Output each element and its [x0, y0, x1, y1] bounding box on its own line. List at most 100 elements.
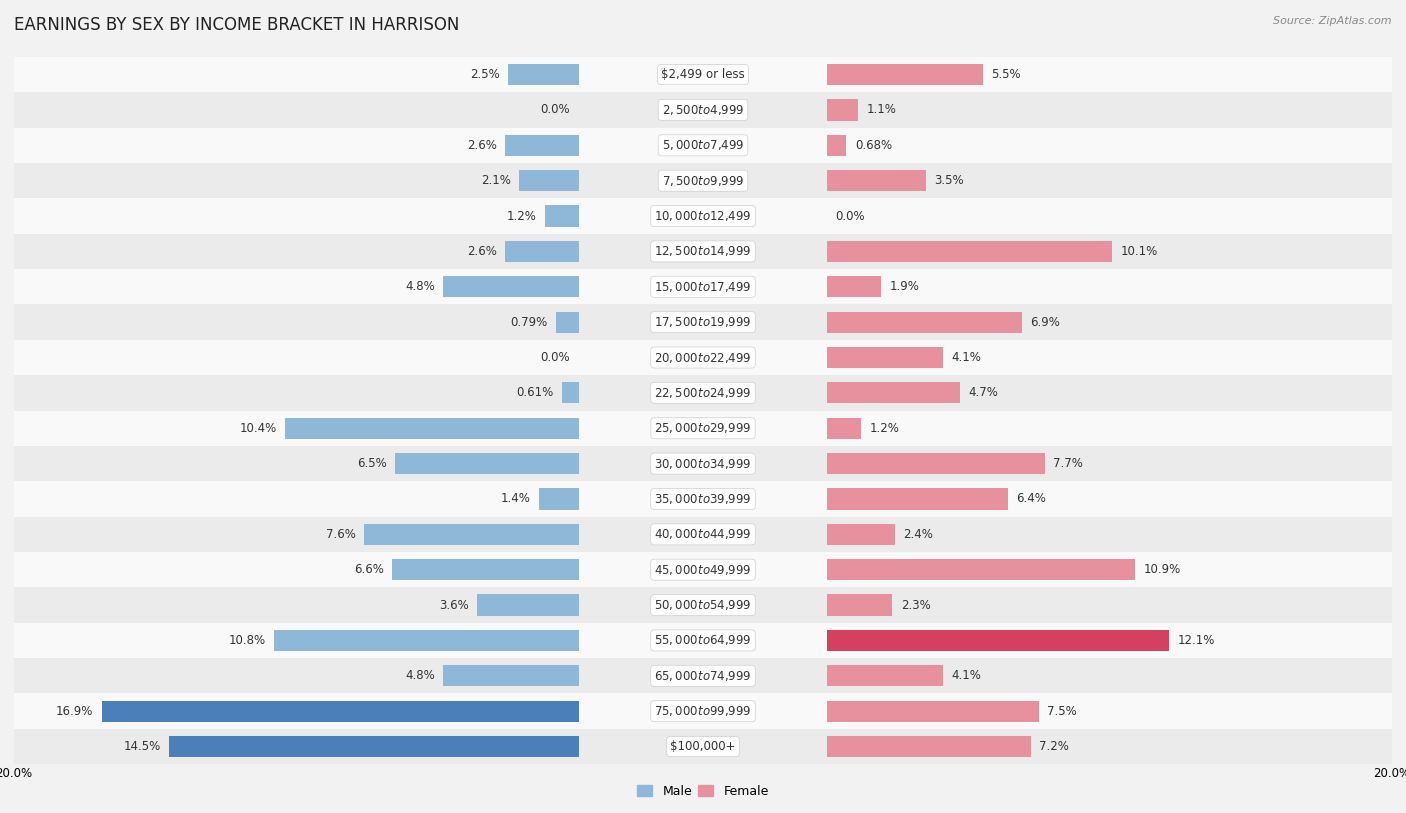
Text: $15,000 to $17,499: $15,000 to $17,499: [654, 280, 752, 293]
Text: 0.0%: 0.0%: [835, 210, 865, 223]
Text: Source: ZipAtlas.com: Source: ZipAtlas.com: [1274, 16, 1392, 26]
Text: 2.6%: 2.6%: [467, 245, 496, 258]
Text: 12.1%: 12.1%: [1177, 634, 1215, 647]
Bar: [827, 92, 1392, 128]
Text: $35,000 to $39,999: $35,000 to $39,999: [654, 492, 752, 506]
Text: $7,500 to $9,999: $7,500 to $9,999: [662, 174, 744, 188]
Bar: [827, 241, 1112, 262]
Bar: [443, 665, 579, 686]
Bar: [827, 736, 1031, 757]
Text: 2.1%: 2.1%: [481, 174, 510, 187]
Text: 4.1%: 4.1%: [952, 669, 981, 682]
Text: 3.5%: 3.5%: [935, 174, 965, 187]
Bar: [827, 517, 1392, 552]
Text: 4.8%: 4.8%: [405, 280, 434, 293]
Bar: [827, 701, 1039, 722]
Text: $5,000 to $7,499: $5,000 to $7,499: [662, 138, 744, 152]
Text: 1.9%: 1.9%: [890, 280, 920, 293]
Text: 4.8%: 4.8%: [405, 669, 434, 682]
Text: $20,000 to $22,499: $20,000 to $22,499: [654, 350, 752, 364]
Bar: [827, 304, 1392, 340]
Legend: Male, Female: Male, Female: [633, 780, 773, 802]
Text: $12,500 to $14,999: $12,500 to $14,999: [654, 245, 752, 259]
Text: EARNINGS BY SEX BY INCOME BRACKET IN HARRISON: EARNINGS BY SEX BY INCOME BRACKET IN HAR…: [14, 16, 460, 34]
Bar: [827, 623, 1392, 659]
Bar: [827, 559, 1135, 580]
Bar: [14, 128, 579, 163]
Bar: [827, 665, 943, 686]
Text: 2.5%: 2.5%: [470, 68, 499, 81]
Text: 7.5%: 7.5%: [1047, 705, 1077, 718]
Bar: [827, 481, 1392, 517]
Bar: [14, 376, 579, 411]
Bar: [579, 376, 827, 411]
Text: 10.9%: 10.9%: [1143, 563, 1181, 576]
Bar: [579, 729, 827, 764]
Text: 0.0%: 0.0%: [541, 351, 571, 364]
Bar: [579, 57, 827, 92]
Bar: [827, 693, 1392, 729]
Text: $2,500 to $4,999: $2,500 to $4,999: [662, 103, 744, 117]
Bar: [579, 198, 827, 234]
Text: 2.6%: 2.6%: [467, 139, 496, 152]
Text: 10.1%: 10.1%: [1121, 245, 1159, 258]
Text: 6.9%: 6.9%: [1031, 315, 1060, 328]
Text: 6.4%: 6.4%: [1017, 493, 1046, 506]
Text: $45,000 to $49,999: $45,000 to $49,999: [654, 563, 752, 576]
Bar: [364, 524, 579, 545]
Bar: [827, 99, 858, 120]
Text: 0.61%: 0.61%: [516, 386, 553, 399]
Bar: [14, 659, 579, 693]
Bar: [14, 57, 579, 92]
Bar: [14, 623, 579, 659]
Text: $30,000 to $34,999: $30,000 to $34,999: [654, 457, 752, 471]
Text: 3.6%: 3.6%: [439, 598, 468, 611]
Bar: [508, 64, 579, 85]
Text: $40,000 to $44,999: $40,000 to $44,999: [654, 528, 752, 541]
Bar: [14, 481, 579, 517]
Text: $55,000 to $64,999: $55,000 to $64,999: [654, 633, 752, 647]
Bar: [827, 276, 882, 298]
Bar: [14, 693, 579, 729]
Bar: [827, 446, 1392, 481]
Bar: [827, 340, 1392, 375]
Bar: [14, 304, 579, 340]
Text: $22,500 to $24,999: $22,500 to $24,999: [654, 386, 752, 400]
Text: $50,000 to $54,999: $50,000 to $54,999: [654, 598, 752, 612]
Bar: [285, 418, 579, 439]
Bar: [14, 411, 579, 446]
Text: 6.5%: 6.5%: [357, 457, 387, 470]
Bar: [827, 729, 1392, 764]
Text: $17,500 to $19,999: $17,500 to $19,999: [654, 315, 752, 329]
Text: 0.0%: 0.0%: [541, 103, 571, 116]
Bar: [546, 206, 579, 227]
Bar: [579, 411, 827, 446]
Bar: [827, 57, 1392, 92]
Bar: [519, 170, 579, 191]
Text: 1.2%: 1.2%: [869, 422, 900, 435]
Bar: [579, 340, 827, 375]
Bar: [443, 276, 579, 298]
Text: $2,499 or less: $2,499 or less: [661, 68, 745, 81]
Bar: [827, 524, 896, 545]
Text: 1.4%: 1.4%: [501, 493, 531, 506]
Bar: [14, 729, 579, 764]
Text: $10,000 to $12,499: $10,000 to $12,499: [654, 209, 752, 223]
Bar: [827, 311, 1022, 333]
Bar: [827, 135, 846, 156]
Text: 7.2%: 7.2%: [1039, 740, 1069, 753]
Text: 14.5%: 14.5%: [124, 740, 160, 753]
Bar: [579, 693, 827, 729]
Bar: [392, 559, 579, 580]
Bar: [505, 135, 579, 156]
Bar: [579, 552, 827, 587]
Text: 0.79%: 0.79%: [510, 315, 548, 328]
Bar: [579, 233, 827, 269]
Text: 4.7%: 4.7%: [969, 386, 998, 399]
Bar: [827, 198, 1392, 234]
Bar: [579, 163, 827, 198]
Bar: [169, 736, 579, 757]
Bar: [827, 170, 927, 191]
Bar: [14, 552, 579, 587]
Bar: [827, 594, 893, 615]
